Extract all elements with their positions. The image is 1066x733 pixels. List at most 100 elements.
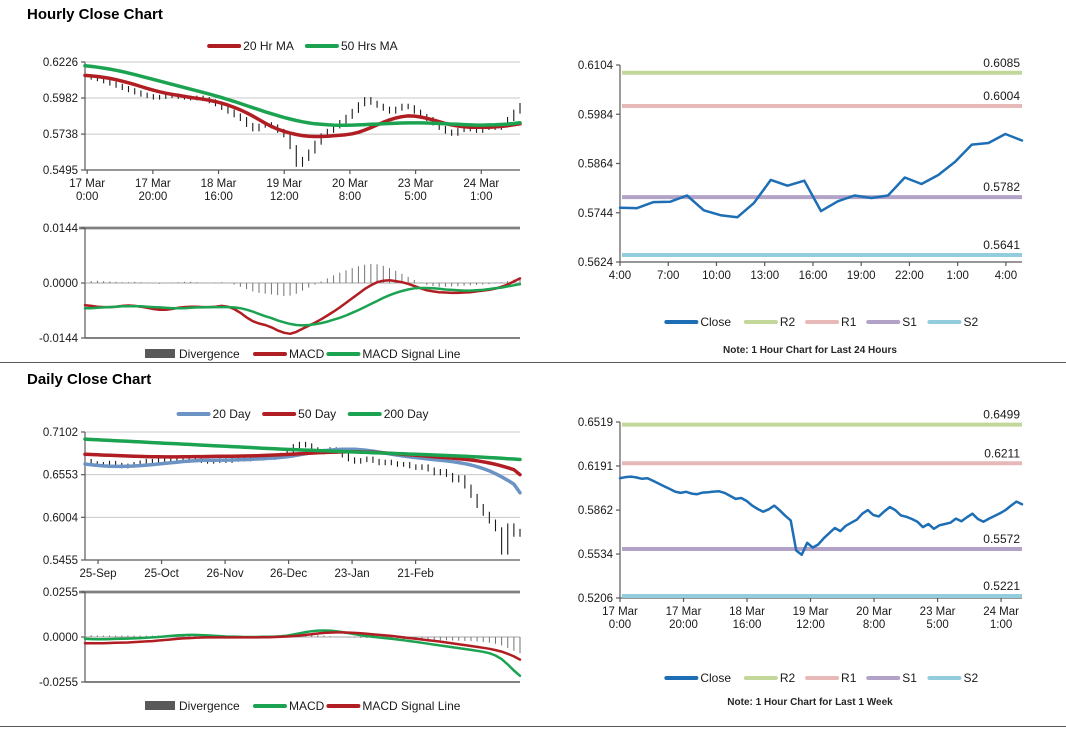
x-axis: 25-Sep 25-Oct 26-Nov 26-Dec 23-Jan 21-Feb xyxy=(80,559,520,580)
legend-label: S2 xyxy=(963,315,978,329)
x-axis: 17 Mar 0:00 17 Mar 20:00 18 Mar 16:00 19 Mar 12… xyxy=(69,169,520,203)
x-tick-label: 17 Mar 20:00 xyxy=(666,606,702,631)
series-macd-signal-line xyxy=(83,631,522,661)
pivot-label-R2: 0.6499 xyxy=(983,408,1020,422)
legend: Close R2 R1 S1 S2 xyxy=(664,315,978,329)
x-tick-label: 23 Mar 5:00 xyxy=(920,606,956,631)
x-tick-label: 18 Mar 16:00 xyxy=(201,178,237,203)
x-tick-label: 20 Mar 8:00 xyxy=(856,606,892,631)
daily-section-title: Daily Close Chart xyxy=(27,371,152,388)
y-tick-label: 0.5738 xyxy=(43,129,78,141)
legend: Divergence MACD MACD Signal Line xyxy=(145,699,461,713)
pivot-label-S1: 0.5572 xyxy=(983,532,1020,546)
x-tick-label: 19 Mar 12:00 xyxy=(266,178,302,203)
legend: 20 Hr MA 50 Hrs MA xyxy=(207,39,398,53)
legend-label: S1 xyxy=(902,671,917,685)
legend-label: S1 xyxy=(902,315,917,329)
x-tick-label: 23-Jan xyxy=(335,568,370,580)
x-tick-label: 20 Mar 8:00 xyxy=(332,178,368,203)
legend-item-r1: R1 xyxy=(805,315,857,329)
y-tick-label: 0.0000 xyxy=(43,278,78,290)
legend-item-20-hr-ma: 20 Hr MA xyxy=(207,39,294,53)
x-tick-label: 4:00 xyxy=(995,270,1017,282)
y-tick-label: 0.5455 xyxy=(43,555,78,567)
x-tick-label: 23 Mar 5:00 xyxy=(398,178,434,203)
series-close xyxy=(618,475,1024,557)
series-50-day xyxy=(83,450,522,477)
x-tick-label: 24 Mar 1:00 xyxy=(463,178,499,203)
pivot-line-S1: 0.5782 xyxy=(622,180,1022,200)
legend-item-divergence: Divergence xyxy=(145,699,240,713)
legend-label: Divergence xyxy=(179,699,240,713)
y-axis: 0.6104 0.5984 0.5864 0.5744 0.5624 xyxy=(578,60,621,269)
x-tick-label: 4:00 xyxy=(609,270,631,282)
weekly-pivot-note: Note: 1 Hour Chart for Last 1 Week xyxy=(727,697,893,708)
legend-label: MACD Signal Line xyxy=(362,347,460,361)
pivot-line-S2: 0.5641 xyxy=(622,238,1022,258)
y-tick-label: 0.5534 xyxy=(578,549,614,561)
daily-macd-chart: 0.0255 0.0000 -0.0255 Divergence MACD MACD Si… xyxy=(39,587,522,713)
x-tick-label: 7:00 xyxy=(657,270,679,282)
legend-label: Divergence xyxy=(179,347,240,361)
y-axis: 0.0144 0.0000 -0.0144 xyxy=(39,223,86,345)
legend-item-s1: S1 xyxy=(866,315,917,329)
series-close xyxy=(618,132,1024,219)
y-tick-label: 0.5206 xyxy=(578,593,613,605)
x-tick-label: 19 Mar 12:00 xyxy=(793,606,829,631)
hourly-pivot-note: Note: 1 Hour Chart for Last 24 Hours xyxy=(723,345,897,356)
pivot-line-R2: 0.6085 xyxy=(622,56,1022,75)
y-tick-label: -0.0144 xyxy=(39,333,79,345)
pivot-label-R2: 0.6085 xyxy=(983,56,1020,70)
y-tick-label: 0.5862 xyxy=(578,505,613,517)
y-tick-label: 0.6104 xyxy=(578,60,614,72)
y-tick-label: 0.7102 xyxy=(43,427,78,439)
y-axis: 0.6519 0.6191 0.5862 0.5534 0.5206 xyxy=(578,417,621,605)
legend-item-20-day: 20 Day xyxy=(176,407,251,421)
legend-label: R2 xyxy=(780,315,796,329)
y-tick-label: 0.5744 xyxy=(578,208,614,220)
pivot-label-R1: 0.6211 xyxy=(984,446,1020,460)
x-tick-label: 17 Mar 0:00 xyxy=(69,178,105,203)
pivot-line-S2: 0.5221 xyxy=(622,579,1022,598)
x-tick-label: 17 Mar 0:00 xyxy=(602,606,638,631)
legend-label: R2 xyxy=(780,671,796,685)
x-tick-label: 16:00 xyxy=(799,270,828,282)
legend-item-macd: MACD xyxy=(253,699,325,713)
x-tick-label: 13:00 xyxy=(750,270,779,282)
hourly-macd-chart: 0.0144 0.0000 -0.0144 Divergence MACD MACD Si… xyxy=(39,223,522,361)
legend-label: 50 Hrs MA xyxy=(341,39,398,53)
pivot-line-R2: 0.6499 xyxy=(622,408,1022,427)
legend: Divergence MACD MACD Signal Line xyxy=(145,347,461,361)
legend-item-r1: R1 xyxy=(805,671,857,685)
y-tick-label: 0.6191 xyxy=(578,461,613,473)
gridlines xyxy=(85,431,520,518)
x-tick-label: 24 Mar 1:00 xyxy=(983,606,1019,631)
y-tick-label: 0.0144 xyxy=(43,223,79,235)
legend: Close R2 R1 S1 S2 xyxy=(664,671,978,685)
series-50-hrs-ma xyxy=(83,64,522,127)
pivot-label-S1: 0.5782 xyxy=(983,180,1020,194)
y-tick-label: 0.0255 xyxy=(43,587,78,599)
legend-item-s2: S2 xyxy=(927,315,978,329)
y-axis: 0.6226 0.5982 0.5738 0.5495 xyxy=(43,57,86,177)
legend-label: MACD xyxy=(289,347,325,361)
series-macd xyxy=(83,277,522,336)
y-tick-label: 0.5982 xyxy=(43,93,78,105)
legend-item-r2: R2 xyxy=(743,315,796,329)
legend-item-r2: R2 xyxy=(743,671,796,685)
bottom-divider xyxy=(0,726,1066,727)
section-divider xyxy=(0,362,1066,363)
x-tick-label: 17 Mar 20:00 xyxy=(135,178,171,203)
legend-label: S2 xyxy=(963,671,978,685)
legend-item-close: Close xyxy=(664,671,731,685)
x-tick-label: 22:00 xyxy=(895,270,924,282)
legend-item-macd-signal-line: MACD Signal Line xyxy=(326,347,461,361)
legend-label: 50 Day xyxy=(298,407,336,421)
x-tick-label: 26-Nov xyxy=(207,568,244,580)
pivot-line-S1: 0.5572 xyxy=(622,532,1022,551)
legend-item-close: Close xyxy=(664,315,731,329)
legend-item-macd: MACD xyxy=(253,347,325,361)
